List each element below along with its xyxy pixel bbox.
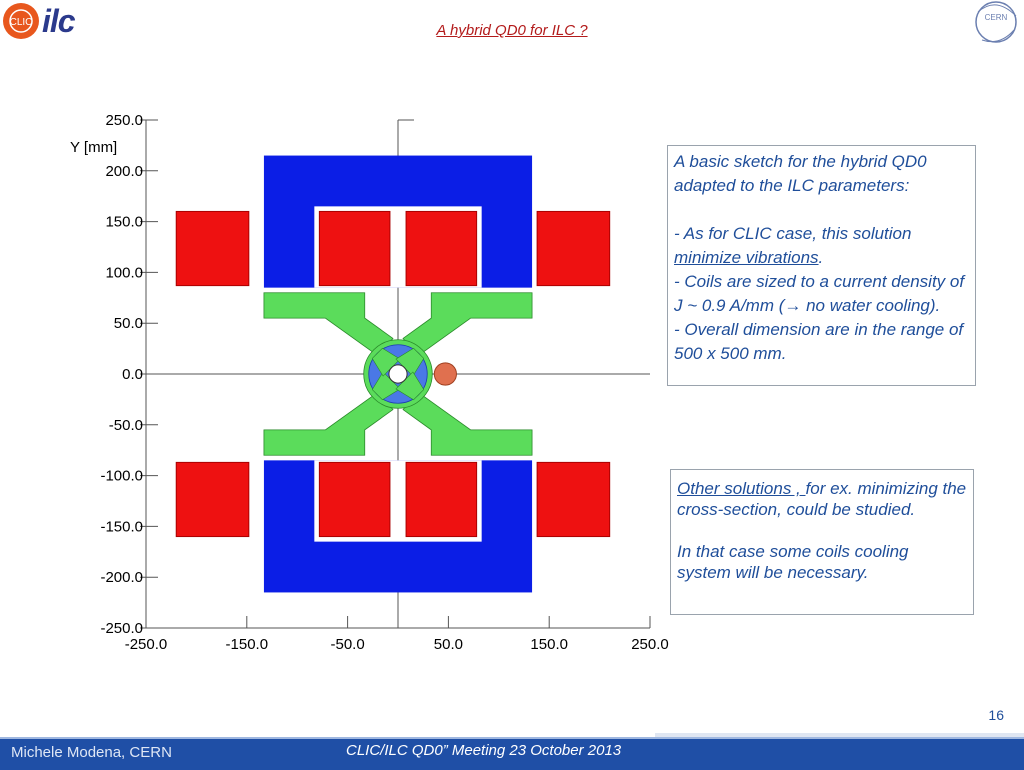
pole-piece [402, 391, 533, 456]
quad-sector-gap [395, 347, 425, 377]
other-solutions-body: for ex. minimizing the cross-section, co… [677, 479, 967, 519]
x-tick-label: 250.0 [631, 636, 669, 650]
lower-coil [175, 461, 250, 538]
pole-piece [263, 391, 394, 456]
y-tick-label: 250.0 [105, 112, 143, 129]
point-vibrations-key: minimize vibrations [674, 248, 819, 267]
y-tick-label: 200.0 [105, 163, 143, 180]
footer-bar [0, 737, 1024, 770]
upper-coil [536, 210, 611, 287]
description-box: A basic sketch for the hybrid QD0 adapte… [667, 145, 976, 386]
quad-sector-gap [371, 347, 401, 377]
y-tick-label: 100.0 [105, 264, 143, 281]
y-tick-label: 150.0 [105, 214, 143, 231]
pole-piece [263, 292, 394, 357]
other-solutions-box: Other solutions , for ex. minimizing the… [670, 469, 974, 615]
slide-title: A hybrid QD0 for ILC ? [436, 22, 588, 39]
x-tick-label: -250.0 [125, 636, 168, 650]
x-tick-label: -150.0 [226, 636, 269, 650]
x-tick-label: 50.0 [434, 636, 463, 650]
quad-sector-gap [395, 371, 425, 401]
footer-meeting: CLIC/ILC QD0” Meeting 23 October 2013 [346, 742, 622, 759]
upper-coil [175, 210, 250, 287]
y-tick-label: -50.0 [109, 417, 143, 434]
upper-coil [405, 210, 478, 287]
y-tick-label: -150.0 [100, 518, 143, 535]
upper-coil [318, 210, 391, 287]
clic-logo-text: CLIC [10, 17, 33, 28]
y-tick-label: -200.0 [100, 569, 143, 586]
cern-logo: CERN [975, 1, 1017, 43]
clic-logo: CLIC [3, 3, 39, 39]
description-intro: A basic sketch for the hybrid QD0 adapte… [674, 152, 927, 195]
cern-logo-text: CERN [985, 13, 1008, 22]
cooling-note: In that case some coils cooling system w… [677, 542, 909, 582]
y-axis-label: Y [mm] [70, 139, 117, 156]
ilc-logo: ilc [42, 3, 76, 39]
other-solutions-text: Other solutions , for ex. minimizing the… [677, 478, 967, 520]
pole-piece [402, 292, 533, 357]
y-tick-label: -250.0 [100, 620, 143, 637]
description-point-coils: - Coils are sized to a current density o… [674, 272, 965, 315]
quad-sector-gap [371, 371, 401, 401]
description-point-dimension: - Overall dimension are in the range of … [674, 320, 964, 363]
lower-coil [536, 461, 611, 538]
point-vibrations-end: . [818, 248, 824, 267]
lower-coil [318, 461, 391, 538]
footer-author: Michele Modena, CERN [11, 744, 172, 761]
y-tick-label: -100.0 [100, 468, 143, 485]
lower-coil [405, 461, 478, 538]
magnet-cross-section-plot: 250.0 200.0 150.0 100.0 50.0 0.0 -50.0 -100.0 -1… [70, 112, 669, 650]
extraction-beam-pipe [433, 362, 457, 386]
footer-accent [655, 733, 1024, 738]
other-solutions-lead: Other solutions , [677, 479, 806, 498]
page-number: 16 [988, 707, 1004, 723]
point-vibrations-lead: - As for CLIC case, this solution [674, 224, 912, 243]
beam-bore [388, 364, 408, 384]
x-tick-label: -50.0 [330, 636, 364, 650]
description-point-vibrations: - As for CLIC case, this solution minimi… [674, 222, 969, 270]
y-tick-label: 0.0 [122, 366, 143, 383]
y-tick-label: 50.0 [114, 315, 143, 332]
x-tick-label: 150.0 [530, 636, 568, 650]
